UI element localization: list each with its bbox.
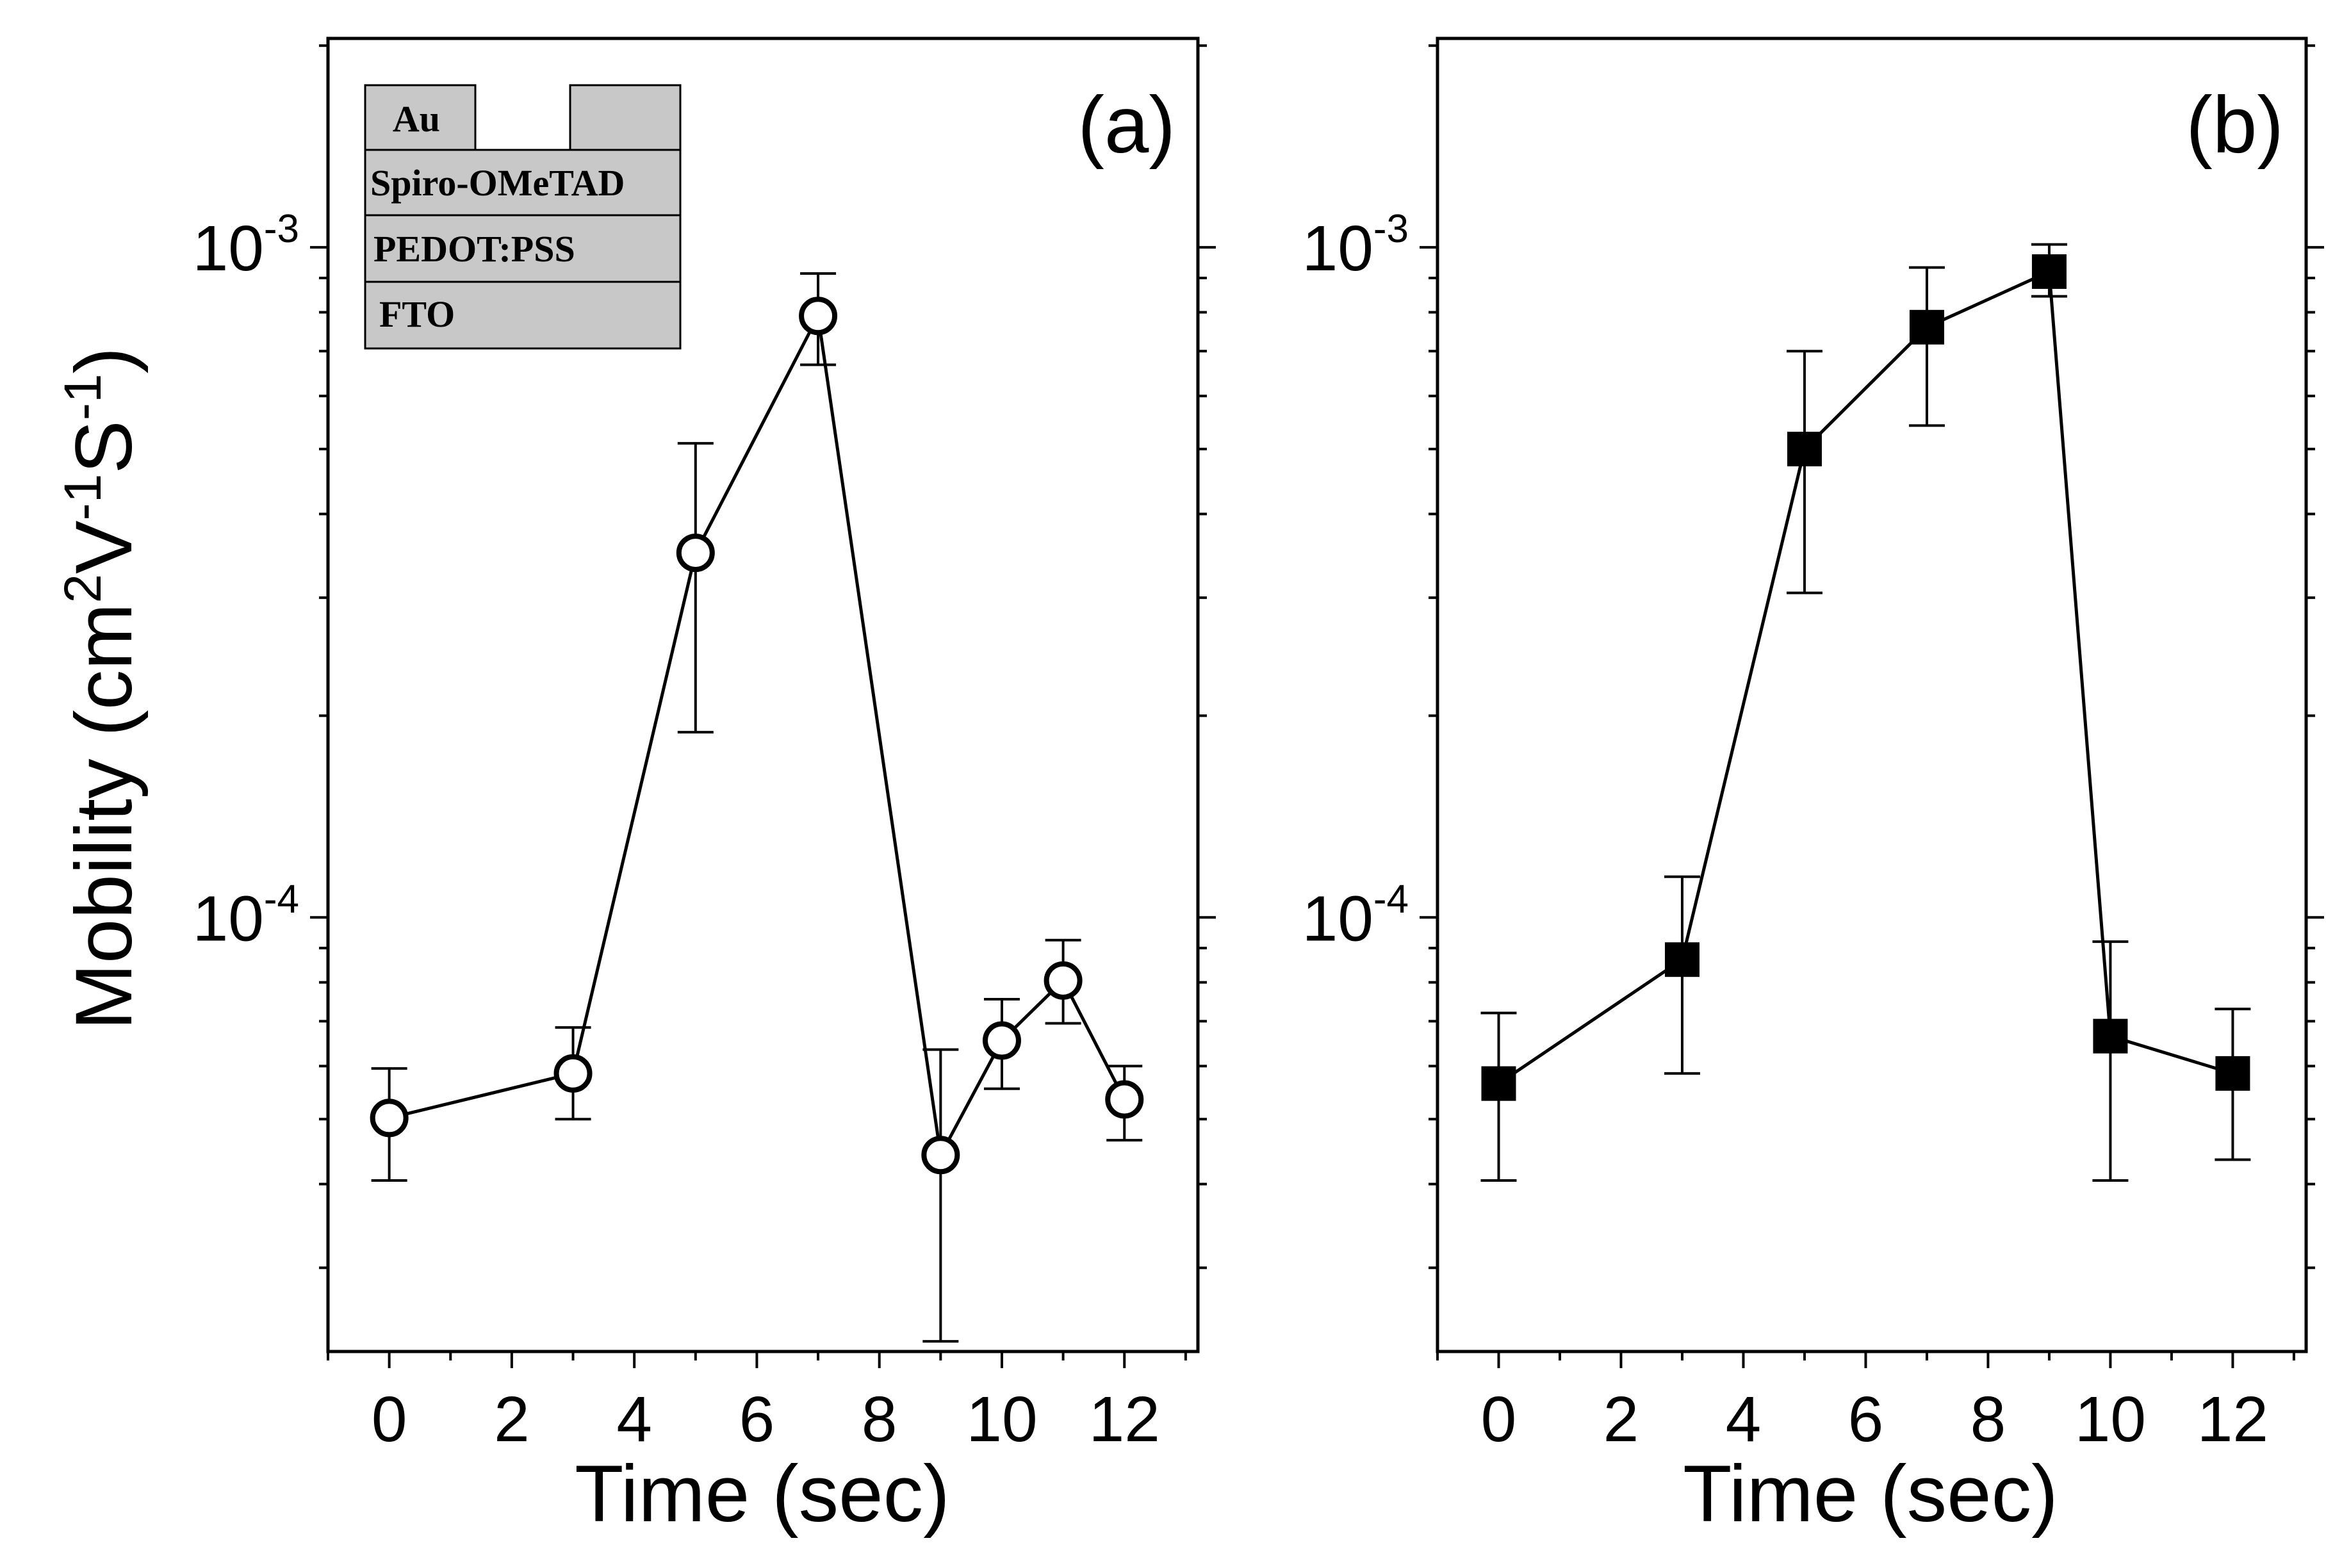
panel-a-data-point	[1105, 1080, 1144, 1119]
panel-a-x-tick-label: 4	[616, 1384, 652, 1455]
panel-b-y-tick-label: 10-3	[1302, 207, 1409, 284]
panel-a-x-tick-label: 10	[966, 1384, 1037, 1455]
panel-b-label: (b)	[2186, 81, 2284, 170]
y-axis-title-base: Mobility (cm	[60, 603, 149, 1031]
panel-b-data-point	[2215, 1056, 2250, 1091]
y-axis-title-unit-v: V	[60, 521, 149, 574]
panel-a-x-tick-label: 0	[372, 1384, 407, 1455]
inset-label-au: Au	[393, 98, 440, 140]
panel-a-marks	[370, 272, 1144, 1343]
panel-a-data-point	[1044, 961, 1083, 1000]
panel-b-x-tick-label: 2	[1603, 1384, 1639, 1455]
inset-layer-fto	[364, 281, 682, 350]
panel-a-y-tick-label-exponent: -3	[264, 207, 299, 251]
panel-a-data-point	[982, 1021, 1021, 1060]
inset-layer-au-right	[569, 84, 682, 151]
panel-b-y-tick-label-exponent: -3	[1373, 207, 1409, 251]
panel-a-y-tick-label: 10-3	[193, 207, 299, 284]
panel-a-plot-frame	[326, 37, 1200, 1353]
panel-a-y-tick-label: 10-4	[193, 877, 299, 954]
panel-b-x-tick-label: 12	[2197, 1384, 2268, 1455]
panel-a-data-point	[553, 1054, 593, 1093]
panel-a-y-tick-label-base: 10	[193, 883, 264, 954]
panel-a-y-tick-label-exponent: -4	[264, 877, 299, 921]
inset-label-fto: FTO	[379, 293, 455, 335]
y-axis-title-sup-2: 2	[54, 574, 112, 603]
panel-b-x-tick-label: 0	[1481, 1384, 1517, 1455]
panel-b-y-tick-label-exponent: -4	[1373, 877, 1409, 921]
panel-b-y-tick-label: 10-4	[1302, 877, 1409, 954]
panel-b-x-tick-label: 8	[1970, 1384, 2006, 1455]
panel-b-x-axis-title: Time (sec)	[1683, 1450, 2058, 1539]
panel-b-marks	[1480, 243, 2251, 1182]
panel-b-y-tick-label-base: 10	[1302, 883, 1373, 954]
panel-b-data-point	[1481, 1066, 1516, 1101]
panel-a-x-tick-label: 12	[1089, 1384, 1160, 1455]
y-axis-title-end: )	[60, 347, 149, 374]
panel-b-x-tick-label: 6	[1848, 1384, 1884, 1455]
panel-a-label: (a)	[1077, 81, 1175, 170]
inset-layer-pedot	[364, 214, 682, 283]
inset-layer-spiro	[364, 149, 682, 216]
panel-b-data-point	[1787, 432, 1822, 467]
y-axis-title: Mobility (cm2V-1S-1)	[54, 347, 149, 1031]
device-structure-inset: Au Spiro-OMeTAD PEDOT:PSS FTO	[364, 84, 682, 350]
panel-a-y-tick-label-base: 10	[193, 213, 264, 284]
panel-b-plot-frame	[1436, 37, 2308, 1353]
panel-a-data-point	[921, 1136, 960, 1175]
panel-b-x-tick-label: 4	[1726, 1384, 1762, 1455]
panel-b-data-point	[2031, 254, 2067, 290]
panel-a-x-tick-label: 8	[862, 1384, 897, 1455]
inset-label-pedot: PEDOT:PSS	[373, 228, 575, 270]
panel-a-data-point	[676, 534, 715, 573]
inset-layer-au-left	[364, 84, 477, 151]
inset-label-spiro: Spiro-OMeTAD	[370, 162, 625, 204]
panel-b-y-tick-label-base: 10	[1302, 213, 1373, 284]
panel-a-x-axis-title: Time (sec)	[575, 1450, 950, 1539]
y-axis-title-sup-neg1-a: -1	[54, 474, 112, 521]
panel-b-data-point	[2093, 1018, 2128, 1054]
panel-a-x-tick-label: 6	[739, 1384, 775, 1455]
panel-b-data-point	[1664, 942, 1699, 977]
panel-b-x-tick-label: 10	[2075, 1384, 2146, 1455]
panel-a-data-point	[370, 1098, 409, 1138]
panel-a-x-tick-label: 2	[494, 1384, 530, 1455]
y-axis-title-sup-neg1-b: -1	[54, 373, 112, 420]
panel-a-data-point	[799, 297, 838, 336]
panel-b-data-point	[1909, 309, 1944, 345]
y-axis-title-unit-s: S	[60, 420, 149, 473]
